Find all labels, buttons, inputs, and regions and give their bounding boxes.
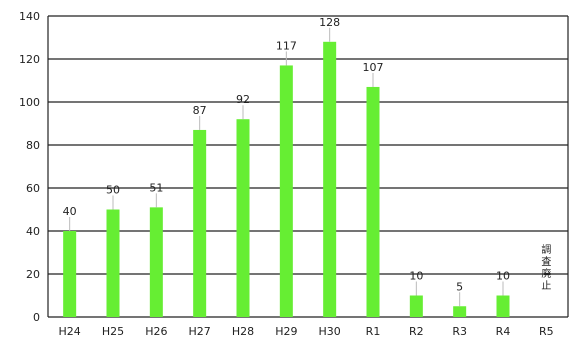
note-char: 査 — [541, 255, 551, 268]
note-char: 調 — [541, 243, 551, 256]
data-label: 87 — [193, 104, 207, 117]
y-tick-label: 100 — [19, 96, 40, 109]
note-char: 止 — [541, 280, 551, 292]
bar — [496, 295, 510, 317]
bars — [63, 27, 510, 318]
data-label: 51 — [149, 181, 163, 194]
data-label: 40 — [63, 205, 77, 218]
y-tick-label: 80 — [26, 139, 40, 152]
data-labels: 40 50 51 87 92 117 128 107 10 5 10 — [63, 16, 510, 293]
y-tick-label: 60 — [26, 182, 40, 195]
bar — [63, 231, 77, 317]
bar — [366, 86, 380, 317]
bar — [149, 207, 163, 317]
y-tick-label: 20 — [26, 268, 40, 281]
data-label: 92 — [236, 93, 250, 106]
x-tick-label: H28 — [232, 325, 254, 338]
note-char: 廃 — [541, 267, 551, 280]
axes — [47, 16, 569, 317]
y-tick-labels: 0 20 40 60 80 100 120 140 — [19, 10, 40, 324]
data-label: 10 — [409, 270, 423, 283]
x-tick-label: R1 — [366, 325, 381, 338]
data-label: 107 — [363, 61, 384, 74]
y-tick-label: 0 — [33, 311, 40, 324]
x-tick-labels: H24 H25 H26 H27 H28 H29 H30 R1 R2 R3 R4 R5 — [59, 325, 554, 338]
x-tick-label: H29 — [275, 325, 297, 338]
data-label: 50 — [106, 184, 120, 197]
x-tick-label: H27 — [189, 325, 211, 338]
x-tick-label: H25 — [102, 325, 124, 338]
bar — [279, 65, 293, 317]
gridlines — [48, 15, 568, 318]
y-tick-label: 40 — [26, 225, 40, 238]
y-tick-label: 140 — [19, 10, 40, 23]
bar — [323, 41, 337, 318]
data-label: 128 — [319, 16, 340, 29]
x-tick-label: R4 — [496, 325, 511, 338]
y-tick-label: 120 — [19, 53, 40, 66]
discontinued-note: 調査廃止 — [541, 243, 551, 292]
x-tick-label: H30 — [319, 325, 341, 338]
bar — [453, 306, 467, 317]
bar — [193, 129, 207, 317]
x-tick-label: R5 — [539, 325, 554, 338]
x-tick-label: R3 — [452, 325, 467, 338]
x-tick-label: H26 — [145, 325, 167, 338]
data-label: 117 — [276, 39, 297, 52]
bar — [236, 119, 250, 317]
bar — [409, 295, 423, 317]
x-tick-label: R2 — [409, 325, 424, 338]
data-label: 5 — [456, 280, 463, 293]
note-label: 調査廃止 — [541, 243, 551, 292]
x-tick-label: H24 — [59, 325, 81, 338]
data-label: 10 — [496, 270, 510, 283]
bar — [106, 209, 120, 317]
